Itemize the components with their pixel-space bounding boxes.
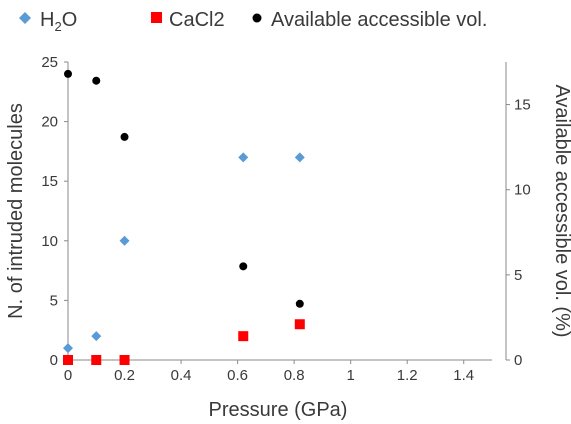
volume-point: [64, 69, 72, 78]
h2o-point: [238, 152, 249, 163]
volume-point: [120, 132, 129, 141]
y-right-ticks: 0 5 10 15: [506, 97, 531, 369]
left-y-axis-title: N. of intruded molecules: [5, 103, 27, 319]
cacl2-point: [119, 355, 130, 365]
x-tick-label: 1.4: [453, 367, 474, 384]
cacl2-point: [63, 355, 73, 365]
legend-h2o-marker: [19, 12, 31, 24]
y-right-tick-label: 15: [514, 97, 531, 114]
x-tick-label: 1.2: [397, 367, 418, 384]
y-left-ticks: 0 5 10 15 20 25: [41, 54, 68, 369]
y-left-tick-label: 15: [41, 173, 58, 190]
cacl2-point: [91, 355, 102, 365]
legend: H2O CaCl2 Available accessible vol.: [19, 9, 487, 34]
legend-h2o-label: H2O: [40, 9, 77, 34]
x-tick-label: 1: [346, 367, 354, 384]
h2o-point: [63, 343, 73, 354]
legend-volume-label: Available accessible vol.: [271, 9, 487, 31]
right-y-axis-title: Available accessible vol. (%): [551, 84, 571, 337]
x-tick-label: 0.4: [171, 367, 192, 384]
h2o-point: [91, 331, 102, 342]
data-points: [63, 69, 305, 365]
x-tick-label: 0: [64, 367, 72, 384]
legend-cacl2-marker: [151, 12, 162, 23]
h2o-point: [294, 152, 305, 163]
x-tick-label: 0.6: [227, 367, 248, 384]
x-ticks: 0 0.2 0.4 0.6 0.8 1 1.2 1.4: [64, 360, 474, 384]
y-left-tick-label: 25: [41, 54, 58, 71]
cacl2-point: [294, 319, 305, 330]
h2o-point: [119, 235, 130, 246]
x-tick-label: 0.8: [284, 367, 305, 384]
volume-point: [92, 76, 101, 85]
y-left-tick-label: 0: [50, 352, 58, 369]
legend-cacl2-label: CaCl2: [169, 9, 225, 31]
cacl2-point: [238, 331, 249, 342]
volume-point: [239, 262, 248, 271]
volume-point: [295, 299, 304, 308]
y-left-tick-label: 20: [41, 114, 58, 131]
x-tick-label: 0.2: [114, 367, 135, 384]
y-left-tick-label: 5: [50, 292, 58, 309]
y-right-tick-label: 0: [514, 352, 522, 369]
legend-volume-marker: [252, 13, 262, 23]
y-right-tick-label: 10: [514, 182, 531, 199]
y-left-tick-label: 10: [41, 233, 58, 250]
x-axis-title: Pressure (GPa): [209, 399, 348, 421]
y-right-tick-label: 5: [514, 267, 522, 284]
